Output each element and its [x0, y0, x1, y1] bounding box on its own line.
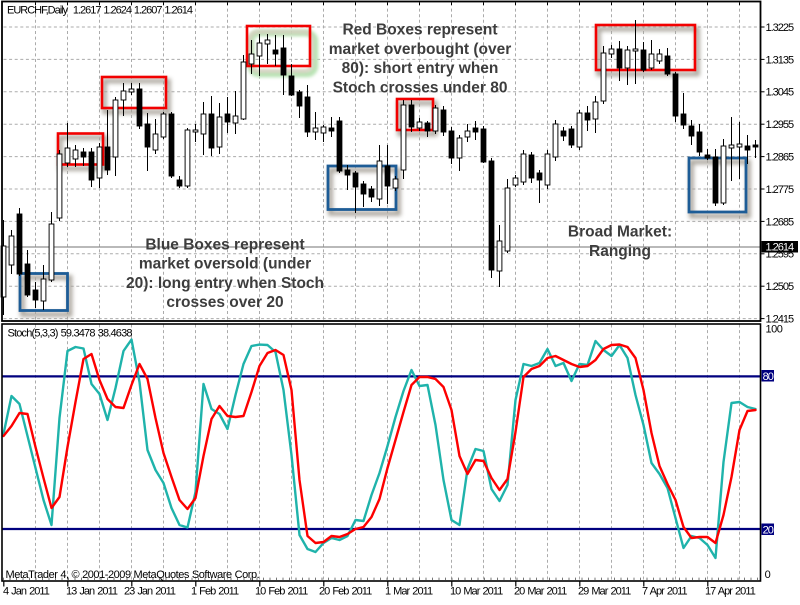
- svg-text:1 Mar 2011: 1 Mar 2011: [385, 585, 433, 597]
- svg-text:20 Mar 2011: 20 Mar 2011: [514, 585, 567, 597]
- svg-text:1.2614: 1.2614: [766, 242, 795, 254]
- svg-text:1.2955: 1.2955: [766, 119, 795, 131]
- svg-text:20: 20: [763, 524, 774, 536]
- svg-text:Red Boxes represent: Red Boxes represent: [342, 22, 497, 39]
- svg-text:MetaTrader 4, © 2001-2009 Meta: MetaTrader 4, © 2001-2009 MetaQuotes Sof…: [6, 569, 260, 581]
- svg-text:1.3135: 1.3135: [766, 54, 795, 66]
- svg-text:1.2415: 1.2415: [766, 314, 795, 326]
- svg-text:80: 80: [763, 371, 774, 383]
- svg-text:Broad Market:: Broad Market:: [568, 224, 672, 241]
- svg-text:crosses over 20: crosses over 20: [166, 294, 283, 311]
- svg-text:1.2685: 1.2685: [766, 216, 795, 228]
- svg-text:20 Feb 2011: 20 Feb 2011: [319, 585, 372, 597]
- svg-text:1.3225: 1.3225: [766, 22, 795, 34]
- svg-text:EURCHF,Daily 1.2617 1.2624 1.: EURCHF,Daily 1.2617 1.2624 1.2607 1.2614: [7, 5, 193, 17]
- svg-text:23 Jan 2011: 23 Jan 2011: [124, 585, 176, 597]
- svg-text:10 Mar 2011: 10 Mar 2011: [450, 585, 503, 597]
- svg-text:0: 0: [765, 569, 771, 581]
- svg-text:Blue Boxes represent: Blue Boxes represent: [145, 236, 304, 253]
- svg-text:market oversold (under: market oversold (under: [139, 256, 311, 273]
- svg-text:1.3045: 1.3045: [766, 87, 795, 99]
- svg-text:1.2865: 1.2865: [766, 152, 795, 164]
- svg-text:1.2505: 1.2505: [766, 281, 795, 293]
- svg-text:13 Jan 2011: 13 Jan 2011: [66, 585, 118, 597]
- svg-text:17 Apr 2011: 17 Apr 2011: [705, 585, 756, 597]
- svg-text:Ranging: Ranging: [589, 243, 651, 260]
- svg-text:Stoch crosses under 80: Stoch crosses under 80: [333, 80, 508, 97]
- svg-text:80): short entry when: 80): short entry when: [342, 60, 499, 77]
- svg-text:100: 100: [766, 323, 783, 335]
- svg-text:7 Apr 2011: 7 Apr 2011: [642, 585, 688, 597]
- svg-text:Stoch(5,3,3) 59.3478 38.4638: Stoch(5,3,3) 59.3478 38.4638: [8, 328, 133, 340]
- svg-text:market overbought (over: market overbought (over: [329, 41, 512, 58]
- svg-text:29 Mar 2011: 29 Mar 2011: [578, 585, 631, 597]
- svg-text:1 Feb 2011: 1 Feb 2011: [191, 585, 239, 597]
- svg-text:4 Jan 2011: 4 Jan 2011: [3, 585, 50, 597]
- svg-text:20): long entry when Stoch: 20): long entry when Stoch: [126, 275, 324, 292]
- svg-text:10 Feb 2011: 10 Feb 2011: [255, 585, 308, 597]
- svg-text:1.2775: 1.2775: [766, 184, 795, 196]
